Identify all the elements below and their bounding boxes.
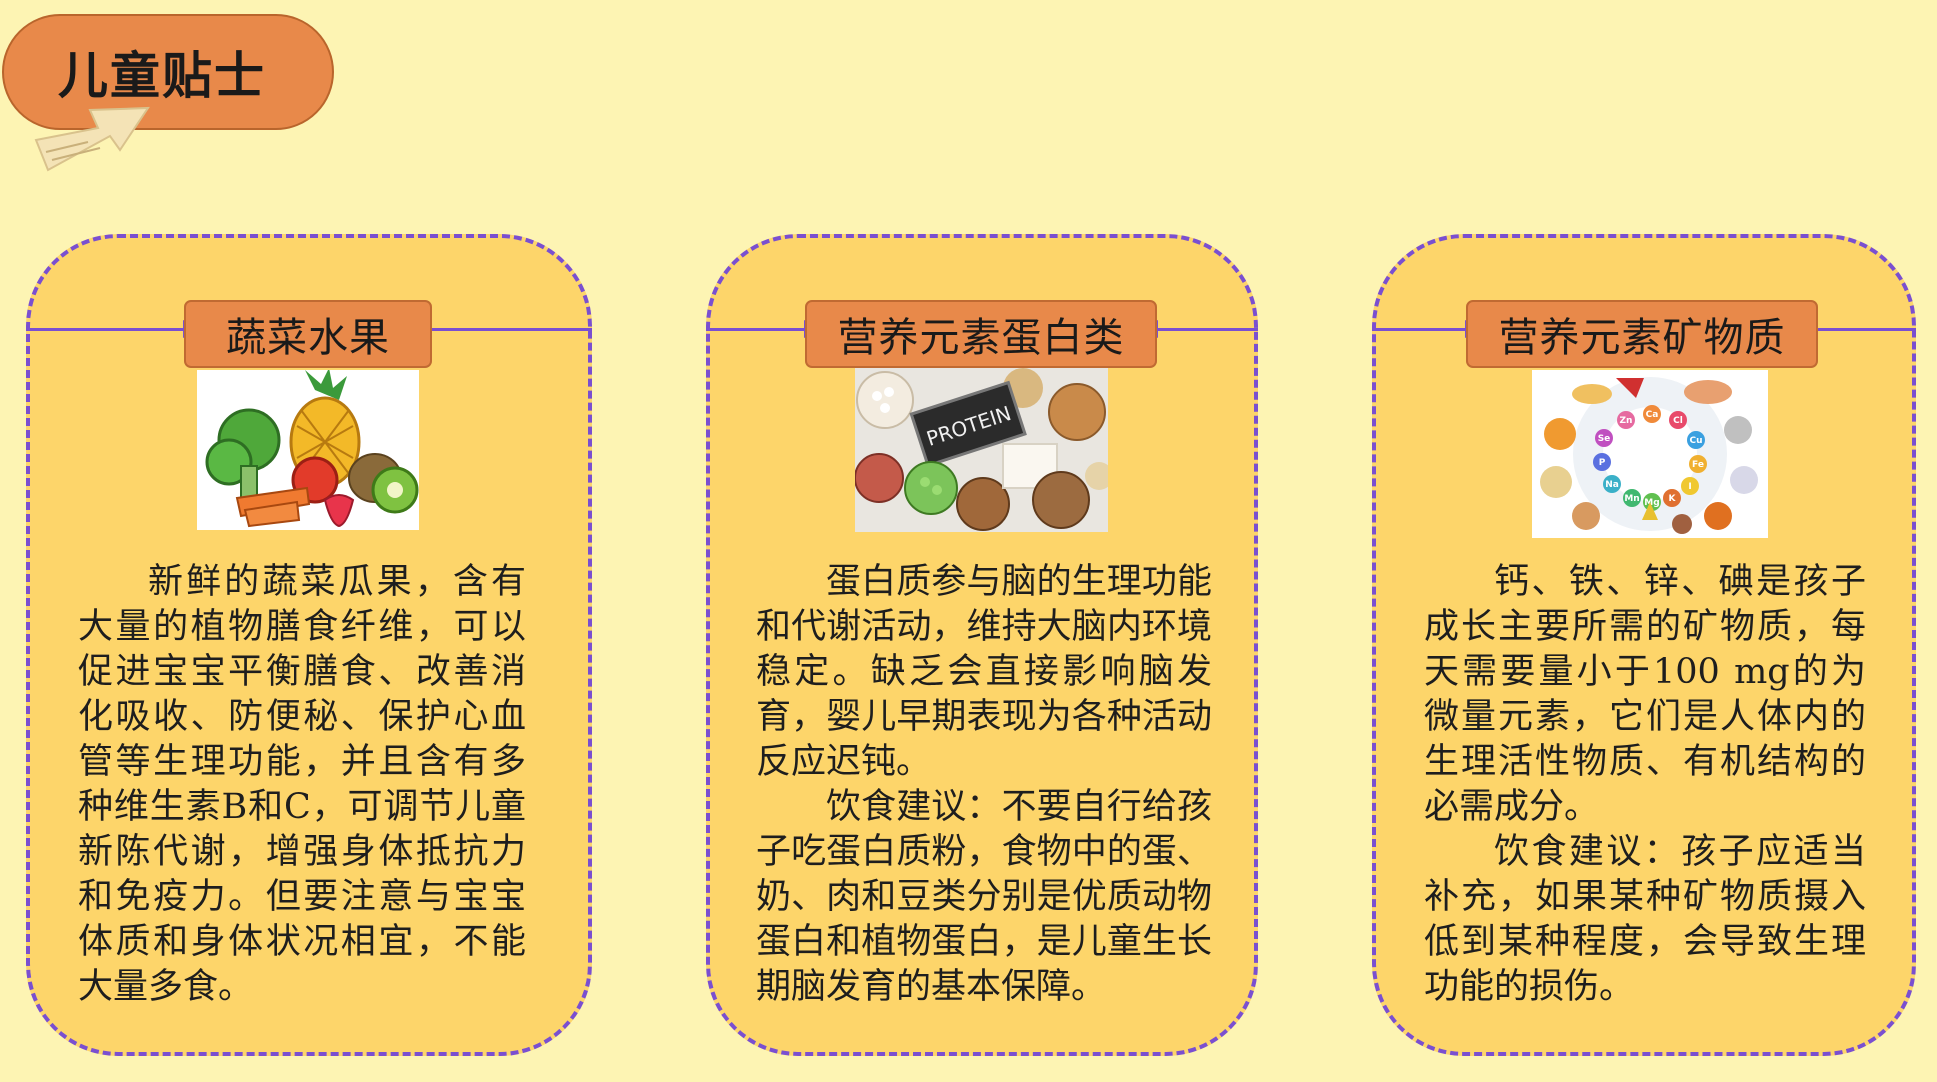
connector-line	[26, 328, 183, 331]
protein-foods-icon: PROTEIN	[855, 368, 1108, 531]
page-title: 儿童贴士	[58, 47, 266, 105]
minerals-wheel-illustration: Zn Ca Cl Se Cu P Fe Na I Mn Mg K	[1532, 370, 1768, 538]
fruit-vegetable-illustration	[197, 370, 419, 530]
mineral-label: Cl	[1673, 416, 1683, 426]
mineral-label: Mg	[1644, 498, 1659, 508]
mineral-label: Cu	[1689, 436, 1702, 446]
mineral-label: Ca	[1646, 410, 1659, 420]
paragraph: 新鲜的蔬菜瓜果，含有大量的植物膳食纤维，可以促进宝宝平衡膳食、改善消化吸收、防便…	[78, 562, 526, 1007]
arrow-icon	[34, 106, 150, 172]
fruit-vegetable-icon	[205, 370, 419, 528]
connector-line	[1372, 328, 1465, 331]
connector-line	[1158, 328, 1258, 331]
mineral-label: P	[1599, 458, 1606, 468]
mineral-label: Se	[1598, 434, 1611, 444]
connector-line	[706, 328, 804, 331]
mineral-label: Zn	[1620, 416, 1633, 426]
card-title-minerals: 营养元素矿物质	[1466, 300, 1818, 368]
mineral-label: I	[1688, 482, 1691, 492]
paragraph: 蛋白质参与脑的生理功能和代谢活动，维持大脑内环境稳定。缺乏会直接影响脑发育，婴儿…	[756, 562, 1212, 782]
card-text-protein: 蛋白质参与脑的生理功能和代谢活动，维持大脑内环境稳定。缺乏会直接影响脑发育，婴儿…	[756, 560, 1212, 1010]
paragraph: 饮食建议：孩子应适当补充，如果某种矿物质摄入低到某种程度，会导致生理功能的损伤。	[1424, 832, 1866, 1007]
header-banner	[2, 14, 334, 130]
card-text-fruits-vegetables: 新鲜的蔬菜瓜果，含有大量的植物膳食纤维，可以促进宝宝平衡膳食、改善消化吸收、防便…	[78, 560, 526, 1010]
mineral-label: Na	[1605, 480, 1619, 490]
card-text-minerals: 钙、铁、锌、碘是孩子成长主要所需的矿物质，每天需要量小于100 mg的为微量元素…	[1424, 560, 1866, 1010]
mineral-label: Fe	[1692, 460, 1704, 470]
paragraph: 饮食建议：不要自行给孩子吃蛋白质粉，食物中的蛋、奶、肉和豆类分别是优质动物蛋白和…	[756, 787, 1212, 1007]
connector-line	[430, 328, 592, 331]
mineral-label: Mn	[1624, 494, 1639, 504]
paragraph: 钙、铁、锌、碘是孩子成长主要所需的矿物质，每天需要量小于100 mg的为微量元素…	[1424, 562, 1866, 827]
card-title-fruits-vegetables: 蔬菜水果	[184, 300, 432, 368]
card-title-protein: 营养元素蛋白类	[805, 300, 1157, 368]
mineral-label: K	[1669, 494, 1677, 504]
connector-line	[1818, 328, 1916, 331]
protein-foods-photo: PROTEIN	[855, 368, 1108, 532]
minerals-wheel-icon: Zn Ca Cl Se Cu P Fe Na I Mn Mg K	[1540, 377, 1758, 534]
